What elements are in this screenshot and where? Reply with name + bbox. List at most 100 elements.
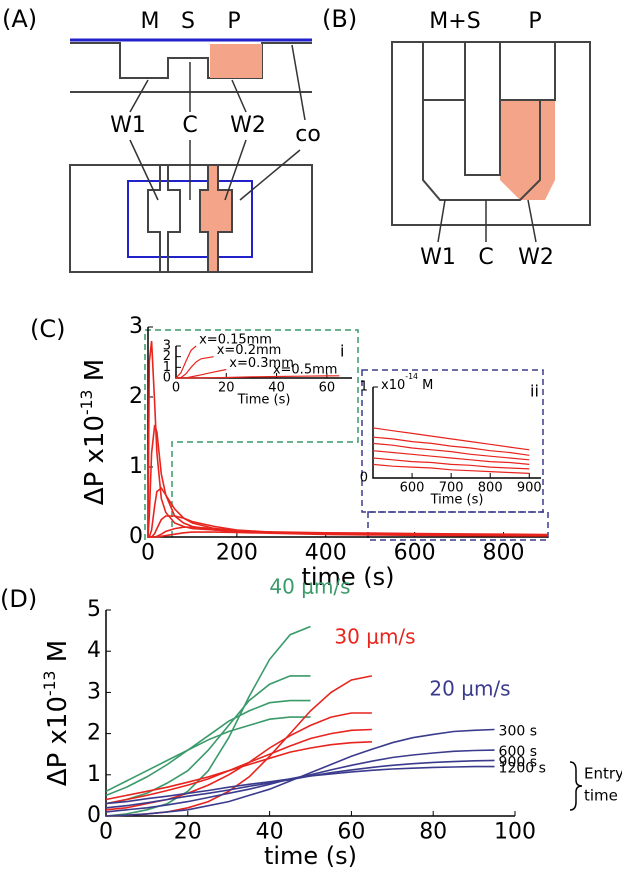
y-tick-label: 0 — [360, 471, 368, 486]
x-axis-title: Time (s) — [430, 493, 484, 508]
x-tick-label: 20 — [174, 820, 202, 845]
series-line — [372, 457, 530, 470]
axis — [147, 327, 548, 538]
panel-label: (C) — [30, 315, 65, 343]
x-tick-label: 80 — [419, 820, 447, 845]
label: M — [141, 9, 160, 34]
series-label: x=0.2mm — [217, 343, 282, 358]
x-tick-label: 600 — [394, 541, 436, 566]
brace — [569, 761, 583, 811]
series-label: 600 s — [499, 744, 537, 760]
x-tick-label: 40 — [268, 380, 285, 395]
chip — [69, 164, 313, 273]
y-tick-label: 1 — [87, 762, 101, 787]
label: S — [181, 9, 195, 34]
annotation: 40 μm/s — [269, 575, 350, 599]
series-line — [148, 531, 549, 538]
label: M+S — [429, 9, 480, 34]
y-axis-title: ΔP x10-13 M — [41, 640, 73, 786]
x-tick-label: 0 — [141, 541, 155, 566]
series-line — [176, 368, 227, 379]
diagram-b: (B) M+S P W1 C W2 — [322, 5, 591, 270]
series-line — [105, 749, 495, 813]
x-tick-label: 100 — [494, 820, 536, 845]
series-line — [175, 345, 197, 379]
channels — [422, 43, 556, 201]
y-axis-title: x10-14 M — [381, 372, 433, 393]
series-line — [105, 728, 372, 805]
y-tick-label: 3 — [163, 339, 171, 354]
inset-frame — [144, 329, 359, 540]
series-line — [372, 442, 530, 461]
x-tick-label: 600 — [400, 480, 425, 495]
y-tick-label: 0 — [87, 803, 101, 828]
x-tick-label: 900 — [517, 480, 542, 495]
x-axis-title: time (s) — [264, 842, 357, 870]
annotation: Entry — [584, 765, 622, 783]
panel-label: (B) — [322, 5, 357, 33]
annotation: 30 μm/s — [334, 625, 415, 649]
series-line — [176, 375, 340, 379]
label: P — [528, 9, 541, 34]
annotation: 20 μm/s — [429, 677, 510, 701]
chamber-profile — [70, 42, 312, 93]
arrows — [437, 199, 537, 243]
x-tick-label: 60 — [319, 380, 336, 395]
series-line — [105, 741, 372, 801]
series-line — [105, 675, 311, 805]
x-tick-label: 40 — [256, 820, 284, 845]
panel-label: (A) — [2, 5, 37, 33]
y-tick-label: 1 — [129, 454, 143, 479]
panel-label: (D) — [0, 585, 37, 613]
label: W1 — [420, 245, 456, 270]
series-label: x=0.3mm — [229, 356, 294, 371]
series-line — [175, 356, 214, 379]
x-tick-label: 20 — [218, 380, 235, 395]
series-line — [105, 765, 495, 805]
x-axis-title: time (s) — [301, 563, 394, 591]
series-line — [105, 716, 311, 793]
channel-right — [199, 164, 233, 273]
series-line — [372, 463, 530, 474]
x-tick-label: 700 — [439, 480, 464, 495]
panel-label: ii — [530, 382, 539, 401]
series-line — [105, 699, 311, 797]
x-tick-label: 0 — [172, 380, 180, 395]
series-label: 300 s — [499, 723, 537, 739]
series-line — [372, 450, 530, 465]
y-tick-label: 5 — [87, 597, 101, 622]
y-tick-label: 2 — [129, 384, 143, 409]
y-tick-label: 3 — [87, 679, 101, 704]
label: P — [227, 9, 240, 34]
p-well — [210, 44, 262, 78]
x-tick-label: 60 — [337, 820, 365, 845]
arrows — [129, 44, 306, 201]
diagram-a: (A) M S P W1 C W2 co — [2, 5, 321, 273]
series-line — [372, 436, 530, 456]
p-channel — [500, 43, 555, 200]
axis — [105, 610, 515, 817]
label: C — [182, 113, 197, 138]
label: W1 — [110, 113, 146, 138]
zoom-region — [367, 511, 549, 541]
label: C — [478, 245, 493, 270]
y-axis-title: ΔP x10-13 M — [78, 359, 110, 505]
label: W2 — [518, 245, 554, 270]
y-tick-label: 0 — [163, 371, 171, 386]
y-tick-label: 0 — [129, 524, 143, 549]
chip — [391, 41, 591, 226]
y-tick-label: 1 — [163, 360, 171, 375]
y-tick-label: 2 — [163, 349, 171, 364]
series-label: 900 s — [499, 754, 537, 770]
series-line — [372, 427, 530, 451]
x-axis-title: Time (s) — [237, 393, 291, 408]
y-tick-label: 4 — [87, 638, 101, 663]
x-tick-label: 200 — [216, 541, 258, 566]
x-tick-label: 800 — [483, 541, 525, 566]
y-tick-label: 2 — [87, 721, 101, 746]
x-tick-label: 400 — [305, 541, 347, 566]
series-label: 1200 s — [499, 761, 546, 777]
annotation: time — [584, 787, 618, 805]
x-tick-label: 0 — [99, 820, 113, 845]
